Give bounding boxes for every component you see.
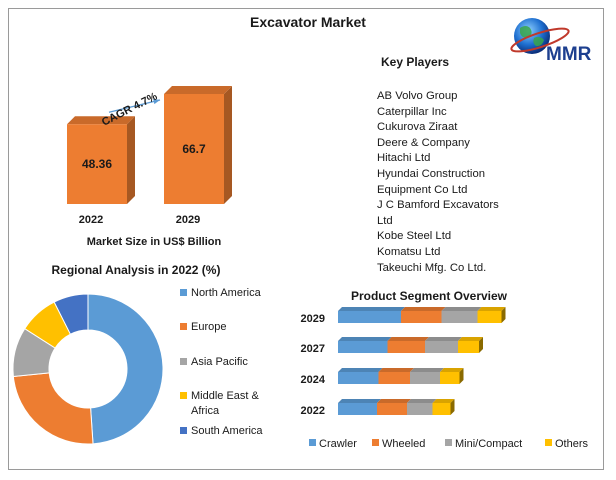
segment-bar-top [338, 307, 405, 311]
key-player-item: Komatsu Ltd [377, 245, 441, 258]
segment-year-label: 2022 [301, 405, 325, 417]
segment-bar-side [450, 399, 455, 415]
segment-bar-mini-compact [407, 403, 433, 415]
bar-category-label: 2022 [79, 214, 103, 226]
globe-icon: MMR [510, 18, 592, 65]
key-player-item: Kobe Steel Ltd [377, 230, 452, 243]
segment-bar-wheeled [387, 341, 425, 353]
segment-bar-top [425, 337, 462, 341]
segment-bar-top [401, 307, 446, 311]
key-player-item: Cukurova Ziraat [377, 121, 458, 134]
key-player-item: Ltd [377, 214, 393, 227]
key-player-item: Equipment Co Ltd [377, 183, 468, 196]
legend-swatch [180, 392, 187, 399]
region-legend-label: Asia Pacific [191, 356, 248, 368]
product-segment-title: Product Segment Overview [351, 289, 508, 303]
key-player-item: Hyundai Construction [377, 167, 486, 180]
legend-swatch [372, 439, 379, 446]
bar-side [224, 86, 232, 204]
key-player-item: Deere & Company [377, 136, 470, 149]
key-players-title: Key Players [381, 55, 450, 69]
cagr-arrow-line [108, 99, 161, 113]
key-player-item: Hitachi Ltd [377, 152, 431, 165]
segment-bar-side [479, 337, 483, 353]
region-legend-label: South America [191, 425, 263, 437]
segment-bar-top [477, 307, 506, 311]
segment-bar-others [432, 403, 451, 415]
segment-bar-top [338, 337, 392, 341]
key-players-list: AB Volvo Group Caterpillar Inc Cukurova Zi… [377, 89, 517, 276]
segment-year-label: 2027 [301, 343, 325, 355]
market-size-bar [67, 124, 127, 204]
segment-bar-top [338, 399, 381, 403]
segment-year-label: 2024 [301, 374, 326, 386]
brand-text: MMR [546, 44, 592, 65]
segment-bar-top [410, 368, 444, 372]
cagr-arrow-head [153, 98, 160, 105]
segment-bar-mini-compact [441, 311, 478, 323]
segment-year-label: 2029 [301, 313, 325, 325]
segment-bar-crawler [338, 311, 401, 323]
segment-bar-top [387, 337, 429, 341]
segment-bar-top [377, 399, 411, 403]
segment-bar-mini-compact [425, 341, 458, 353]
region-legend-label: North America [191, 287, 262, 299]
key-player-item: AB Volvo Group [377, 90, 458, 102]
legend-swatch [180, 323, 187, 330]
legend-swatch [180, 427, 187, 434]
region-legend-label: Europe [191, 321, 226, 333]
segment-legend-label: Others [555, 438, 589, 450]
donut-slice-europe [12, 372, 94, 445]
segment-bar-wheeled [401, 311, 442, 323]
segment-bar-wheeled [378, 372, 410, 384]
donut-slice-south-america [53, 293, 89, 335]
legend-swatch [445, 439, 452, 446]
segment-bar-others [458, 341, 479, 353]
mmr-logo: MMR [510, 10, 610, 66]
page-title: Excavator Market [250, 14, 366, 30]
segment-bar-top [407, 399, 437, 403]
segment-bar-top [378, 368, 414, 372]
key-player-item: J C Bamford Excavators [377, 199, 499, 212]
segment-bar-others [477, 311, 502, 323]
segment-bar-top [458, 337, 483, 341]
key-player-item: Caterpillar Inc [377, 105, 447, 118]
segment-bar-top [441, 307, 482, 311]
legend-swatch [180, 358, 187, 365]
market-size-bar [164, 94, 224, 204]
regional-chart-title: Regional Analysis in 2022 (%) [52, 263, 221, 277]
bar-category-label: 2029 [176, 214, 200, 226]
segment-legend-label: Wheeled [382, 438, 425, 450]
legend-swatch [545, 439, 552, 446]
segment-bar-crawler [338, 403, 377, 415]
donut-slice-north-america [87, 293, 164, 445]
segment-bar-crawler [338, 372, 379, 384]
segment-bar-wheeled [377, 403, 407, 415]
region-legend-label: Africa [191, 405, 220, 417]
bar-value-label: 48.36 [82, 157, 112, 171]
segment-bar-top [338, 368, 383, 372]
segment-bar-side [459, 368, 464, 384]
bar-top [164, 86, 232, 94]
segment-bar-side [501, 307, 506, 323]
segment-bar-crawler [338, 341, 388, 353]
segment-legend-label: Crawler [319, 438, 357, 450]
legend-swatch [309, 439, 316, 446]
key-player-item: Takeuchi Mfg. Co Ltd. [377, 261, 487, 274]
segment-bar-top [440, 368, 464, 372]
market-size-axis-label: Market Size in US$ Billion [87, 236, 222, 248]
legend-swatch [180, 289, 187, 296]
segment-bar-others [440, 372, 460, 384]
region-legend-label: Middle East & [191, 390, 260, 402]
bar-side [127, 116, 135, 204]
segment-bar-top [432, 399, 455, 403]
segment-bar-mini-compact [410, 372, 440, 384]
infographic-frame [8, 8, 604, 470]
segment-legend-label: Mini/Compact [455, 438, 522, 450]
bar-top [67, 116, 135, 125]
bar-value-label: 66.7 [182, 142, 206, 156]
